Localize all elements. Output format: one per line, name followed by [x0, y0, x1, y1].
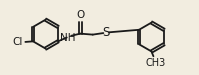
- Text: NH: NH: [60, 33, 75, 43]
- Text: Cl: Cl: [13, 37, 23, 47]
- Text: S: S: [102, 26, 110, 39]
- Text: O: O: [76, 10, 84, 20]
- Text: CH3: CH3: [146, 58, 166, 68]
